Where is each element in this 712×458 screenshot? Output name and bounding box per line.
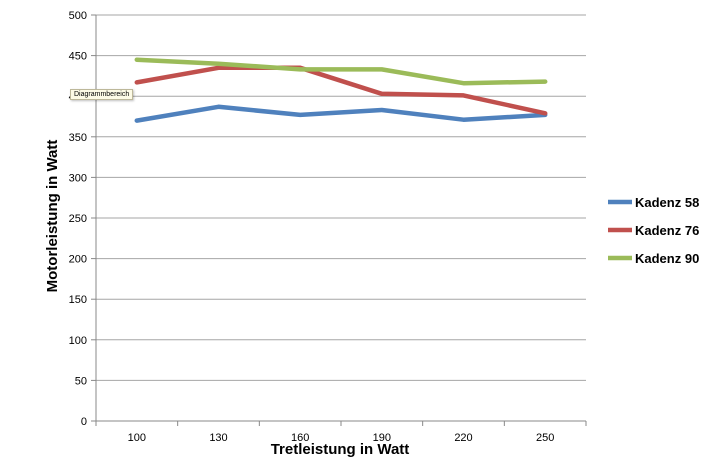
y-tick-label: 450 <box>69 51 87 63</box>
x-tick-label: 220 <box>454 432 472 444</box>
y-axis-title: Motorleistung in Watt <box>44 140 61 293</box>
y-tick-label: 350 <box>69 132 87 144</box>
y-tick-label: 250 <box>69 213 87 225</box>
series-lines <box>134 57 548 123</box>
y-tick-label: 200 <box>69 254 87 266</box>
y-tick-label: 0 <box>81 416 87 428</box>
legend-label: Kadenz 90 <box>635 251 699 266</box>
x-tick-label: 160 <box>291 432 309 444</box>
series-line-kadenz-76 <box>134 65 548 116</box>
series-line-kadenz-58 <box>134 104 548 123</box>
x-tick-label: 190 <box>373 432 391 444</box>
legend-label: Kadenz 58 <box>635 195 699 210</box>
x-axis-ticks: 100 130 160 190 220 250 <box>95 421 587 444</box>
x-axis-title: Tretleistung in Watt <box>271 441 410 458</box>
y-tick-label: 100 <box>69 335 87 347</box>
x-tick-label: 130 <box>209 432 227 444</box>
y-axis-ticks: 050100150200250300350400450500 <box>69 10 96 428</box>
x-tick-label: 250 <box>536 432 554 444</box>
chart-area-tooltip: Diagrammbereich <box>70 89 134 100</box>
legend: Kadenz 58 Kadenz 76 Kadenz 90 <box>608 195 699 266</box>
series-line-kadenz-90 <box>134 57 548 86</box>
y-tick-label: 300 <box>69 172 87 184</box>
x-tick-label: 100 <box>128 432 146 444</box>
y-tick-label: 500 <box>69 10 87 22</box>
legend-label: Kadenz 76 <box>635 223 699 238</box>
y-tick-label: 50 <box>75 375 87 387</box>
gridlines <box>96 14 586 381</box>
y-tick-label: 150 <box>69 294 87 306</box>
